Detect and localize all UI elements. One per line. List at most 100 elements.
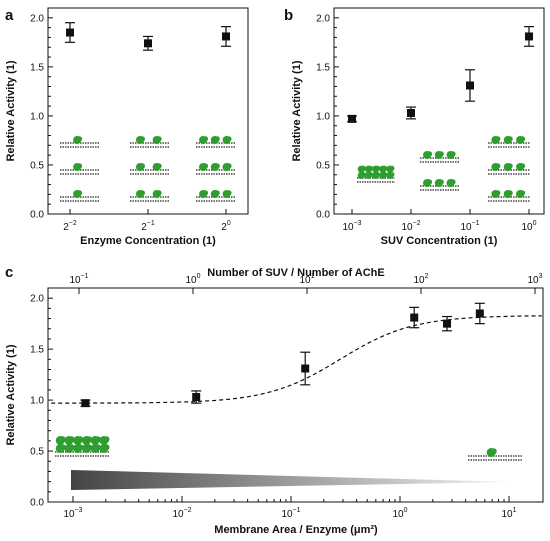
x-tick-label: 100 bbox=[392, 507, 407, 520]
x2-tick-label: 101 bbox=[299, 273, 314, 286]
x-tick-label: 20 bbox=[221, 220, 231, 233]
x-tick-label: 10−3 bbox=[63, 507, 82, 520]
y-tick-label: 1.5 bbox=[30, 345, 44, 356]
enzyme-blob bbox=[68, 436, 75, 443]
x-tick-label: 101 bbox=[501, 507, 516, 520]
panel-a-letter: a bbox=[5, 7, 14, 24]
enzyme-blob bbox=[202, 190, 209, 196]
x-tick-label: 100 bbox=[521, 220, 536, 233]
panel-b-letter: b bbox=[284, 7, 293, 24]
enzyme-blob bbox=[494, 136, 501, 142]
panel-b-frame bbox=[333, 7, 545, 215]
y-tick-label: 0.5 bbox=[30, 160, 44, 171]
panel-b-xlabel: SUV Concentration (1) bbox=[381, 235, 498, 247]
y-tick-label: 0.0 bbox=[316, 210, 330, 221]
enzyme-blob bbox=[382, 171, 388, 178]
panel-b-x-axis: 10−3 10−2 10−1 100 bbox=[342, 209, 537, 233]
data-point bbox=[222, 32, 230, 41]
enzyme-blob bbox=[77, 436, 84, 443]
enzyme-blob bbox=[494, 190, 501, 196]
enzyme-blob bbox=[202, 136, 209, 142]
x2-tick-label: 102 bbox=[413, 273, 428, 286]
enzyme-blob bbox=[438, 151, 444, 157]
enzyme-blob bbox=[494, 163, 501, 169]
enzyme-blob bbox=[507, 190, 513, 196]
enzyme-blob bbox=[507, 163, 513, 169]
y-tick-label: 1.5 bbox=[316, 62, 330, 73]
enzyme-blob bbox=[85, 444, 93, 451]
x-tick-label: 10−2 bbox=[172, 507, 191, 520]
y-tick-label: 1.0 bbox=[30, 396, 44, 407]
y-tick-label: 2.0 bbox=[30, 13, 44, 24]
enzyme-blob bbox=[76, 190, 83, 196]
panel-a-y-axis: 0.0 0.5 1.0 1.5 2.0 bbox=[30, 7, 53, 221]
enzyme-blob bbox=[449, 151, 456, 157]
enzyme-blob bbox=[156, 136, 162, 142]
enzyme-blob bbox=[490, 448, 497, 455]
panel-c-x-axis: 10−3 10−2 10−1 100 101 bbox=[63, 496, 517, 520]
data-point bbox=[66, 28, 74, 37]
y-tick-label: 1.5 bbox=[30, 62, 44, 73]
enzyme-blob bbox=[507, 136, 513, 142]
data-point bbox=[301, 364, 310, 373]
panel-c-y-axis: 0.0 0.5 1.0 1.5 2.0 bbox=[30, 287, 53, 509]
enzyme-blob bbox=[426, 151, 433, 157]
panel-c-top-xlabel: Number of SUV / Number of AChE bbox=[207, 267, 384, 279]
panel-c-cartoons bbox=[55, 436, 522, 461]
panel-c-ylabel: Relative Activity (1) bbox=[5, 344, 17, 445]
enzyme-blob bbox=[59, 436, 66, 443]
enzyme-blob bbox=[156, 190, 162, 196]
enzyme-blob bbox=[382, 165, 388, 171]
enzyme-blob bbox=[214, 163, 220, 169]
enzyme-blob bbox=[59, 444, 66, 451]
enzyme-blob bbox=[76, 163, 83, 169]
enzyme-blob bbox=[85, 436, 93, 443]
enzyme-blob bbox=[68, 444, 75, 451]
enzyme-blob bbox=[375, 171, 381, 178]
fit-curve bbox=[51, 315, 542, 404]
data-point bbox=[81, 399, 90, 408]
panel-a: a 0.0 0.5 1.0 1.5 2.0 2−2 2−1 20 Enzyme Concen… bbox=[5, 7, 249, 247]
y-tick-label: 0.5 bbox=[30, 447, 44, 458]
enzyme-blob bbox=[94, 444, 101, 451]
enzyme-blob bbox=[225, 163, 232, 169]
enzyme-blob bbox=[225, 190, 232, 196]
data-point bbox=[475, 309, 484, 318]
panel-b: b 0.0 0.5 1.0 1.5 2.0 10−3 10−2 10−1 100 SUV Co… bbox=[284, 7, 545, 247]
enzyme-blob bbox=[156, 163, 162, 169]
data-point bbox=[192, 393, 201, 402]
enzyme-blob bbox=[214, 190, 220, 196]
x-tick-label: 10−1 bbox=[281, 507, 300, 520]
panel-c-top-axis: 10−1 100 101 102 103 bbox=[69, 273, 543, 294]
panel-c-frame bbox=[47, 287, 544, 503]
panel-b-cartoons bbox=[357, 136, 530, 202]
x-tick-label: 10−3 bbox=[342, 220, 361, 233]
enzyme-blob bbox=[76, 136, 83, 142]
data-point bbox=[348, 114, 356, 123]
panel-a-x-axis: 2−2 2−1 20 bbox=[63, 209, 231, 233]
panel-b-points bbox=[347, 26, 534, 123]
y-tick-label: 1.0 bbox=[30, 111, 44, 122]
y-tick-label: 2.0 bbox=[30, 294, 44, 305]
x-tick-label: 2−2 bbox=[63, 220, 77, 233]
enzyme-blob bbox=[214, 136, 220, 142]
x2-tick-label: 100 bbox=[185, 273, 200, 286]
y-tick-label: 0.0 bbox=[30, 210, 44, 221]
panel-a-cartoons bbox=[60, 136, 236, 202]
data-point bbox=[410, 313, 419, 322]
enzyme-blob bbox=[103, 444, 110, 451]
x-tick-label: 2−1 bbox=[141, 220, 155, 233]
panel-c: c 0.0 0.5 1.0 1.5 2.0 10−3 10−2 10−1 100 101 10−… bbox=[5, 264, 544, 536]
panel-c-letter: c bbox=[5, 264, 13, 281]
enzyme-blob bbox=[426, 179, 433, 185]
panel-a-points bbox=[65, 22, 231, 51]
data-point bbox=[525, 32, 533, 41]
enzyme-blob bbox=[519, 163, 526, 169]
enzyme-blob bbox=[519, 190, 526, 196]
data-point bbox=[144, 39, 152, 48]
data-point bbox=[443, 319, 452, 328]
y-tick-label: 2.0 bbox=[316, 13, 330, 24]
enzyme-blob bbox=[94, 436, 101, 443]
x-tick-label: 10−2 bbox=[401, 220, 420, 233]
